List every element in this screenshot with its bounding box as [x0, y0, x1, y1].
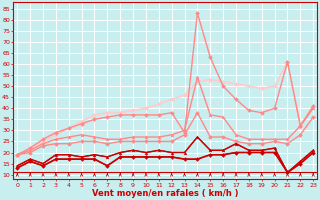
X-axis label: Vent moyen/en rafales ( km/h ): Vent moyen/en rafales ( km/h ) [92, 189, 238, 198]
